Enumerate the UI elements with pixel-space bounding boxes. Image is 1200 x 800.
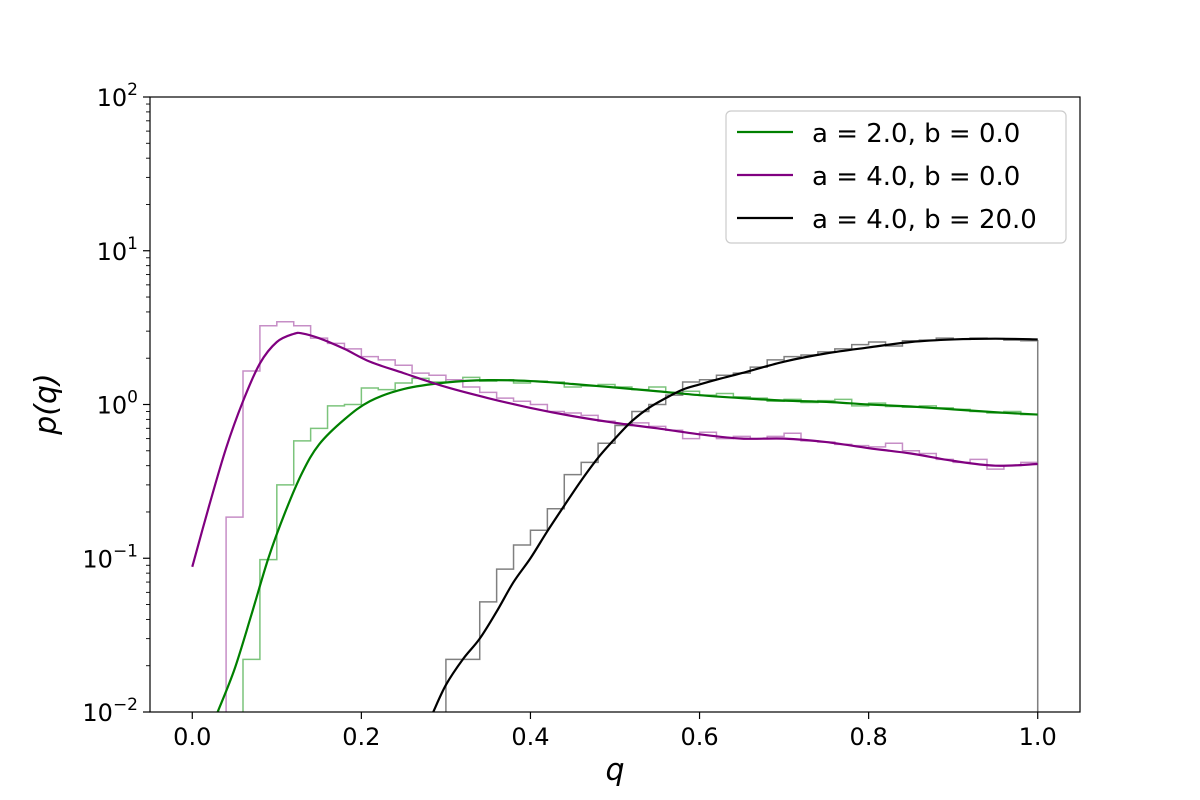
legend-label-3: a = 4.0, b = 20.0 <box>812 205 1037 235</box>
x-axis-label: q <box>605 753 624 788</box>
x-tick-label: 0.8 <box>850 723 888 751</box>
x-tick-label: 0.6 <box>680 723 718 751</box>
legend-box <box>725 110 1067 244</box>
x-tick-label: 0.4 <box>511 723 549 751</box>
x-tick-label: 1.0 <box>1019 723 1057 751</box>
legend-label-2: a = 4.0, b = 0.0 <box>812 162 1020 192</box>
curve-series-1 <box>216 378 1038 712</box>
legend: a = 2.0, b = 0.0 a = 4.0, b = 0.0 a = 4.0,… <box>725 110 1067 244</box>
y-axis-label: p(q) <box>29 373 64 436</box>
y-tick-label: 10−1 <box>82 541 138 573</box>
y-tick-label: 101 <box>97 234 138 266</box>
y-axis: 10−2 10−1 100 101 102 <box>82 80 150 727</box>
x-tick-label: 0.0 <box>173 723 211 751</box>
legend-label-1: a = 2.0, b = 0.0 <box>812 119 1020 149</box>
y-tick-label: 102 <box>97 80 138 112</box>
plot-area <box>191 321 1039 712</box>
x-tick-label: 0.2 <box>342 723 380 751</box>
histogram-series-2 <box>225 321 1039 712</box>
curve-series-2 <box>191 331 1038 568</box>
y-tick-label: 100 <box>97 388 138 420</box>
histogram-series-3 <box>445 337 1039 712</box>
x-axis: 0.0 0.2 0.4 0.6 0.8 1.0 <box>173 712 1057 751</box>
curve-series-3 <box>432 337 1038 712</box>
y-tick-label: 10−2 <box>82 695 138 727</box>
histogram-series-1 <box>242 376 1039 712</box>
